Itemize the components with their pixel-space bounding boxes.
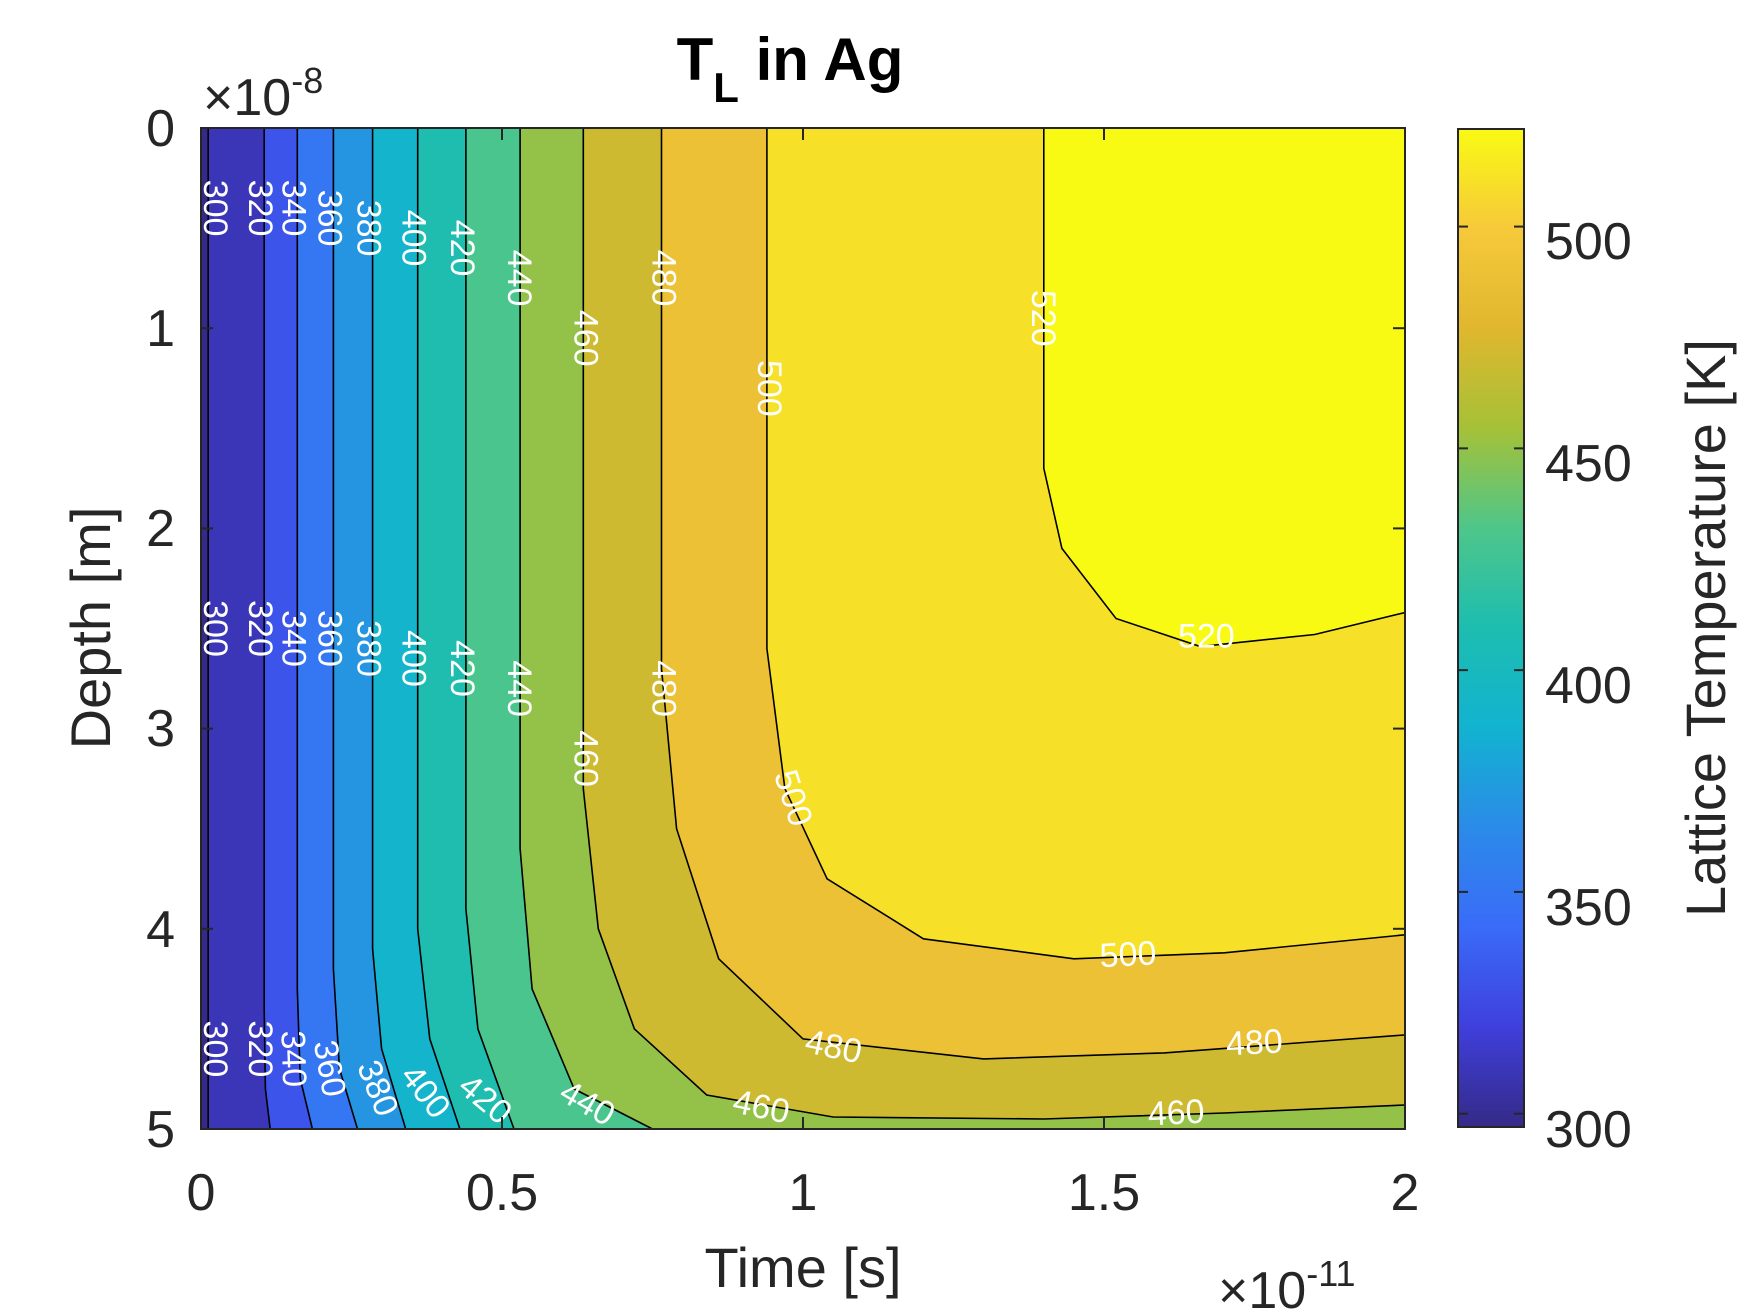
contour-label: 340 (274, 610, 312, 667)
contour-label: 320 (241, 180, 279, 237)
x-tick-label: 2 (1391, 1164, 1420, 1222)
chart-title: TL in Ag (677, 26, 904, 111)
x-tick-label: 0.5 (466, 1164, 538, 1222)
y-tick-label: 1 (146, 300, 175, 358)
y-tick-label: 4 (146, 901, 175, 959)
colorbar-tick-label: 350 (1545, 879, 1632, 937)
contour-label: 500 (1099, 934, 1158, 975)
colorbar-gradient (1458, 129, 1524, 1127)
y-tick-label: 2 (146, 500, 175, 558)
contour-label: 460 (566, 310, 604, 367)
colorbar-tick-label: 300 (1545, 1101, 1632, 1159)
contour-label: 380 (350, 620, 388, 677)
contour-label: 320 (241, 1021, 279, 1078)
contour-band (1044, 123, 1410, 647)
y-tick-label: 0 (146, 100, 175, 158)
y-tick-label: 5 (146, 1101, 175, 1159)
contour-label: 480 (645, 250, 683, 307)
x-axis-label: Time [s] (704, 1236, 901, 1299)
contour-label: 400 (395, 630, 433, 687)
contour-label: 480 (645, 660, 683, 717)
colorbar-tick-label: 400 (1545, 657, 1632, 715)
contour-label: 380 (350, 200, 388, 257)
contour-label: 500 (750, 360, 788, 417)
contour-label: 440 (500, 660, 538, 717)
colorbar-tick-label: 500 (1545, 213, 1632, 271)
x-tick-label: 1.5 (1068, 1164, 1140, 1222)
contour-label: 420 (443, 640, 481, 697)
colorbar: 300 350 400 450 500 Lattice Temperature … (1458, 129, 1737, 1159)
y-multiplier: ×10-8 (203, 60, 323, 127)
x-multiplier: ×10-11 (1218, 1253, 1356, 1313)
contour-label: 420 (443, 220, 481, 277)
contour-label: 400 (395, 210, 433, 267)
contour-label: 340 (274, 180, 312, 237)
x-tick-labels: 0 0.5 1 1.5 2 (187, 1164, 1420, 1222)
x-tick-label: 0 (187, 1164, 216, 1222)
colorbar-label: Lattice Temperature [K] (1674, 339, 1737, 917)
contour-label: 360 (310, 610, 348, 667)
contour-label: 340 (273, 1030, 313, 1088)
y-tick-labels: 0 1 2 3 4 5 (146, 100, 175, 1159)
y-axis-label: Depth [m] (59, 507, 122, 750)
contour-label: 520 (1178, 617, 1235, 655)
contour-label: 440 (500, 250, 538, 307)
x-tick-label: 1 (789, 1164, 818, 1222)
contour-label: 360 (310, 190, 348, 247)
contour-label: 320 (241, 600, 279, 657)
contour-label: 460 (1147, 1093, 1206, 1134)
y-tick-label: 3 (146, 700, 175, 758)
contour-label: 460 (566, 730, 604, 787)
contour-label: 480 (1225, 1022, 1284, 1063)
colorbar-tick-label: 450 (1545, 435, 1632, 493)
contour-label: 520 (1024, 290, 1062, 347)
